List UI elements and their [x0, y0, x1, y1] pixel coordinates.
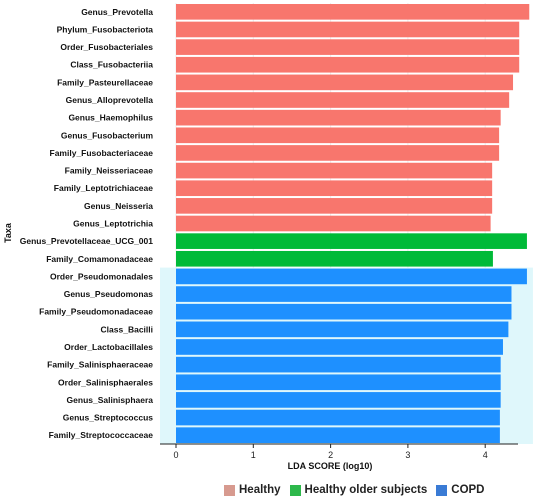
x-tick-label: 1: [251, 450, 256, 460]
category-label: Genus_Alloprevotella: [66, 95, 154, 105]
category-label: Family_Streptococcaceae: [49, 430, 154, 440]
legend-swatch: [436, 484, 448, 496]
category-label: Genus_Salinisphaera: [67, 395, 154, 405]
category-label: Order_Pseudomonadales: [50, 271, 153, 281]
bar-Family_Salinisphaeraceae: [176, 356, 501, 373]
category-label: Order_Lactobacillales: [64, 342, 153, 352]
category-label: Family_Pseudomonadaceae: [39, 307, 153, 317]
x-axis: 0 1 2 3 4: [160, 443, 518, 460]
legend: Healthy Healthy older subjects COPD: [224, 484, 494, 496]
category-label: Genus_Streptococcus: [63, 413, 153, 423]
x-tick-label: 0: [173, 450, 178, 460]
legend-swatch: [289, 484, 301, 496]
category-label: Class_Fusobacteriia: [70, 60, 153, 70]
bar-Family_Leptotrichiaceae: [176, 180, 493, 197]
category-label: Genus_Neisseria: [84, 201, 153, 211]
legend-swatch: [224, 484, 235, 496]
bar-Genus_Neisseria: [176, 198, 493, 214]
category-label: Genus_Leptotrichia: [73, 219, 153, 229]
category-label: Family_Fusobacteriaceae: [50, 148, 154, 158]
bar-Genus_Prevotella: [176, 4, 530, 20]
category-label: Genus_Pseudomonas: [64, 289, 154, 299]
legend-label: COPD: [451, 484, 485, 496]
bar-Family_Pseudomonadaceae: [176, 303, 512, 320]
category-label: Class_Bacilli: [101, 324, 153, 334]
category-label: Family_Comamonadaceae: [46, 254, 153, 264]
x-tick-label: 2: [328, 450, 333, 460]
category-label: Family_Neisseriaceae: [65, 166, 154, 176]
bar-Phylum_Fusobacteriota: [176, 21, 520, 38]
bar-Genus_Leptotrichia: [176, 215, 491, 232]
x-tick-label: 4: [483, 450, 488, 460]
category-label: Genus_Prevotellaceae_UCG_001: [20, 236, 154, 246]
bar-Genus_Pseudomonas: [176, 286, 512, 302]
category-label: Family_Leptotrichiaceae: [54, 183, 153, 193]
legend-item-2: COPD: [436, 484, 485, 496]
bar-Order_Lactobacillales: [176, 339, 503, 355]
bar-Order_Fusobacteriales: [176, 39, 520, 55]
bar-Family_Fusobacteriaceae: [176, 145, 500, 161]
legend-label: Healthy: [239, 484, 281, 496]
bar-Genus_Prevotellaceae_UCG_001: [176, 233, 527, 249]
bar-Family_Streptococcaceae: [176, 427, 500, 443]
x-axis-title: LDA SCORE (log10): [288, 461, 373, 471]
category-label: Phylum_Fusobacteriota: [57, 24, 154, 34]
bar-Genus_Alloprevotella: [176, 92, 510, 108]
bar-Class_Bacilli: [176, 321, 509, 338]
category-label: Genus_Prevotella: [81, 7, 153, 17]
legend-label: Healthy older subjects: [304, 484, 428, 496]
category-labels: Genus_Prevotella Phylum_Fusobacteriota Ord…: [20, 7, 154, 440]
bar-Class_Fusobacteriia: [176, 56, 520, 73]
bar-Genus_Fusobacterium: [176, 127, 500, 144]
category-label: Family_Pasteurellaceae: [57, 77, 153, 87]
bar-Genus_Streptococcus: [176, 409, 500, 426]
x-tick-label: 3: [405, 450, 410, 460]
bar-Genus_Salinisphaera: [176, 392, 501, 408]
category-label: Order_Salinisphaerales: [58, 377, 153, 387]
bar-Family_Neisseriaceae: [176, 162, 493, 179]
legend-item-0: Healthy: [224, 484, 281, 496]
category-label: Genus_Haemophilus: [68, 113, 153, 123]
category-label: Genus_Fusobacterium: [61, 130, 154, 140]
y-axis-title: Taxa: [3, 222, 13, 243]
bar-Order_Salinisphaerales: [176, 374, 501, 391]
category-label: Family_Salinisphaeraceae: [47, 360, 153, 370]
bar-Order_Pseudomonadales: [176, 268, 527, 285]
category-label: Order_Fusobacteriales: [60, 42, 153, 52]
legend-item-1: Healthy older subjects: [289, 484, 428, 496]
bar-Genus_Haemophilus: [176, 109, 501, 126]
bar-Family_Comamonadaceae: [176, 250, 493, 267]
bar-Family_Pasteurellaceae: [176, 74, 514, 91]
bars: [176, 4, 530, 443]
